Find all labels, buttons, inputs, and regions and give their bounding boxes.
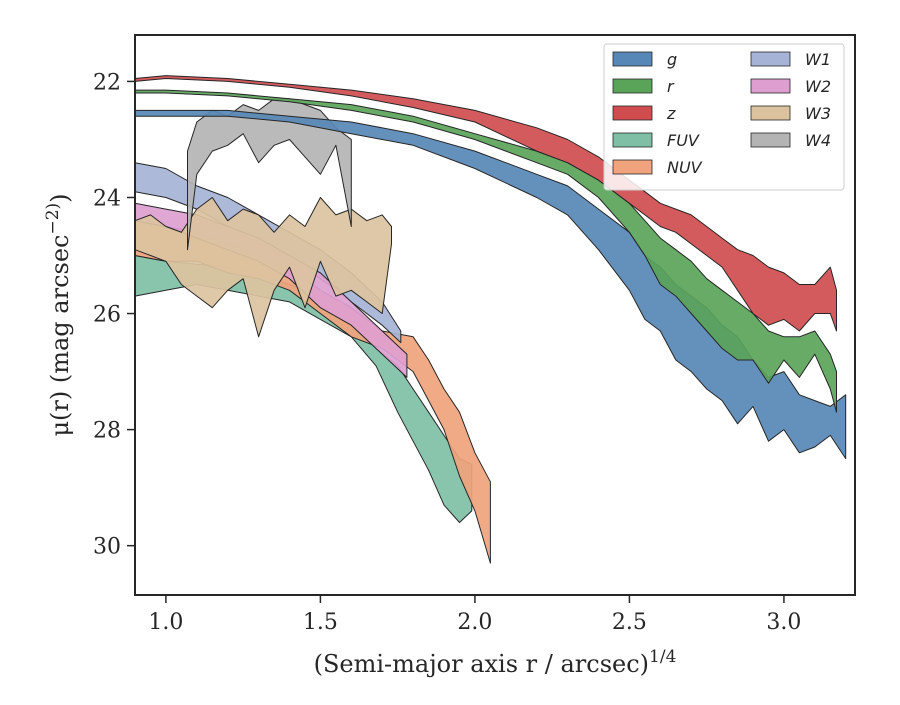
legend-swatch-g (612, 51, 653, 67)
legend: grz FUV NUV W1 W2 W3 W4 (603, 43, 845, 191)
data-bands (134, 75, 847, 564)
legend-label-z: z (666, 104, 676, 123)
legend-label-w1: W1 (805, 50, 831, 69)
legend-swatch-w3 (750, 105, 791, 121)
x-axis: 1.0 1.5 2.0 2.5 3.0 (148, 595, 801, 635)
y-tick-label: 30 (93, 535, 121, 560)
legend-label-w2: W2 (805, 77, 831, 96)
x-tick-label: 2.0 (457, 610, 492, 635)
legend-swatch-w1 (750, 51, 791, 67)
y-tick-label: 24 (93, 186, 121, 211)
plot-frame (134, 34, 856, 596)
legend-swatch-nuv (612, 159, 653, 175)
x-tick-label: 1.5 (303, 610, 338, 635)
band-z (134, 75, 837, 332)
y-tick-label: 26 (93, 303, 121, 328)
band-w4 (187, 98, 352, 251)
legend-swatch-fuv (612, 132, 653, 148)
y-tick-label: 28 (93, 419, 121, 444)
legend-label-w4: W4 (805, 131, 831, 150)
legend-swatch-w2 (750, 78, 791, 94)
x-tick-label: 1.0 (148, 610, 183, 635)
y-tick-label: 22 (93, 70, 121, 95)
x-tick-label: 3.0 (766, 610, 801, 635)
legend-label-r: r (667, 77, 675, 96)
legend-label-fuv: FUV (667, 131, 700, 150)
y-axis: 22 24 26 28 30 (93, 70, 135, 560)
legend-label-g: g (667, 50, 677, 69)
band-g (134, 109, 847, 460)
legend-swatch-z (612, 105, 653, 121)
legend-swatch-r (612, 78, 653, 94)
legend-swatch-w4 (750, 132, 791, 148)
x-axis-label: (Semi-major axis r / arcsec)1/4 (314, 647, 677, 678)
legend-label-nuv: NUV (667, 158, 703, 177)
x-tick-label: 2.5 (612, 610, 647, 635)
legend-label-w3: W3 (805, 104, 831, 123)
band-w3 (134, 197, 392, 338)
y-axis-label: μ(r) (mag arcsec−2)) (43, 193, 74, 436)
